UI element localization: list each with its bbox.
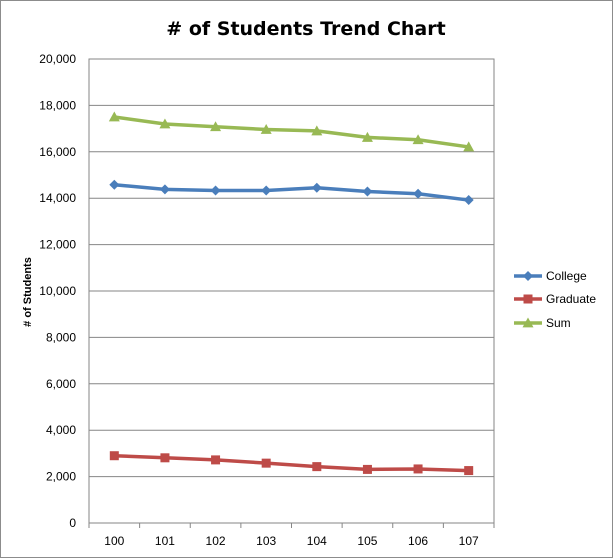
x-tick-label: 102 [206,534,226,548]
college-point [109,179,120,190]
legend-marker-sum [522,317,534,328]
graduate-point [211,455,221,465]
graduate-point [464,466,474,476]
sum-point [210,121,222,132]
sum-point [311,125,323,136]
y-tick-label: 14,000 [39,191,76,205]
series-college [109,179,474,206]
series-sum [108,111,475,152]
college-point [311,182,322,193]
plot-area: 0 2,000 4,000 6,000 8,000 10,000 12,000 14,000 1… [39,52,495,548]
graduate-point [362,464,372,474]
series-layer [108,111,475,476]
college-point [261,185,272,196]
y-tick-label: 6,000 [46,377,76,391]
graduate-point [413,464,423,474]
y-tick-label: 8,000 [46,330,76,344]
sum-line [112,115,471,149]
legend-label-college: College [546,269,587,283]
x-tick-label: 104 [307,534,327,548]
x-tick-label: 100 [104,534,124,548]
college-line [112,182,471,202]
x-tick-label: 101 [155,534,175,548]
sum-point [260,124,272,134]
college-point [210,185,221,196]
x-tick-label: 103 [256,534,276,548]
legend-label-sum: Sum [546,316,571,330]
x-tick-label: 106 [408,534,428,548]
y-tick-label: 12,000 [39,238,76,252]
graduate-point [261,458,271,468]
sum-point [108,111,120,122]
y-tick-label: 16,000 [39,145,76,159]
college-point [413,188,424,199]
sum-point [463,141,475,152]
y-tick-label: 18,000 [39,98,76,112]
y-tick-label: 20,000 [39,52,76,66]
legend: College Graduate Sum [514,269,596,330]
college-point [159,184,170,195]
sum-point [361,131,373,142]
sum-point [412,134,424,145]
college-point [362,186,373,197]
graduate-point [312,462,322,472]
graduate-point [160,453,170,463]
graduate-line [112,453,471,473]
y-axis-title: # of Students [22,257,34,327]
sum-point [159,118,171,129]
y-tick-label: 0 [69,516,76,530]
college-point [463,195,474,206]
legend-marker-graduate [523,294,533,304]
y-tick-label: 2,000 [46,470,76,484]
y-tick-label: 4,000 [46,423,76,437]
graduate-point [109,451,119,461]
legend-label-graduate: Graduate [546,292,596,306]
legend-marker-college [523,271,533,281]
series-graduate [109,451,474,476]
y-tick-label: 10,000 [39,284,76,298]
x-tick-label: 107 [459,534,479,548]
x-tick-label: 105 [357,534,377,548]
chart-title: # of Students Trend Chart [166,18,445,40]
